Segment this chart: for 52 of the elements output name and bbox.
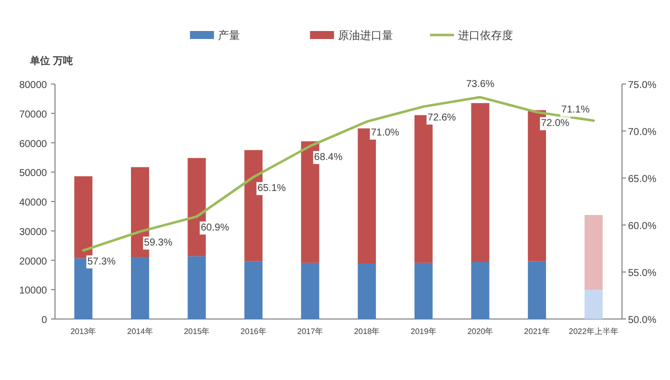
bar <box>130 257 150 319</box>
line-series <box>82 96 595 252</box>
y-tick-label: 30000 <box>19 226 48 238</box>
y-tick-label: 10000 <box>19 286 48 297</box>
bar <box>414 262 433 319</box>
data-label: 72.0% <box>540 118 570 130</box>
y2-tick-label: 65.0% <box>628 174 656 185</box>
x-tick-label: 2013年 <box>70 327 96 336</box>
x-tick-label: 2018年 <box>354 327 380 336</box>
data-label: 71.1% <box>561 104 590 116</box>
data-label: 59.3% <box>144 238 173 249</box>
data-label: 71.0% <box>370 128 400 139</box>
y-tick-label: 70000 <box>19 109 48 120</box>
y2-tick-label: 75.0% <box>628 80 656 91</box>
bar <box>584 290 603 319</box>
data-label: 65.1% <box>257 183 286 194</box>
y2-tick-label: 50.0% <box>628 315 656 326</box>
y2-tick-label: 60.0% <box>628 221 656 232</box>
y-tick-label: 20000 <box>19 256 48 268</box>
bar <box>471 103 490 262</box>
bar <box>188 256 206 319</box>
bar <box>528 261 546 319</box>
x-tick-label: 2021年 <box>524 327 550 336</box>
bar <box>74 176 92 258</box>
bar <box>358 263 376 319</box>
x-tick-label: 2014年 <box>127 327 153 336</box>
x-tick-label: 2022年上半年 <box>568 327 619 336</box>
legend-label: 产量 <box>218 29 240 42</box>
legend-label: 原油进口量 <box>338 29 393 42</box>
x-tick-label: 2019年 <box>410 327 436 336</box>
y-axis-title: 单位 万吨 <box>29 55 73 67</box>
data-label: 72.6% <box>428 112 456 124</box>
legend-label: 进口依存度 <box>458 29 513 42</box>
x-tick-label: 2016年 <box>240 327 266 336</box>
x-tick-label: 2015年 <box>184 327 210 336</box>
data-label: 60.9% <box>200 222 230 234</box>
y-tick-label: 60000 <box>19 138 48 150</box>
bar <box>584 215 603 290</box>
data-label: 73.6% <box>466 79 495 90</box>
x-tick-label: 2020年 <box>467 327 494 336</box>
y2-tick-label: 55.0% <box>628 268 656 279</box>
data-label: 68.4% <box>314 152 343 164</box>
x-tick-label: 2017年 <box>297 327 324 336</box>
bar <box>471 262 490 319</box>
y-tick-label: 40000 <box>19 198 48 208</box>
y-tick-label: 50000 <box>19 168 48 180</box>
y-tick-label: 0 <box>41 315 48 326</box>
data-label: 57.3% <box>87 256 116 268</box>
bar <box>244 261 263 319</box>
bar <box>301 262 320 319</box>
y2-tick-label: 70.0% <box>628 127 656 138</box>
y-tick-label: 80000 <box>19 80 48 91</box>
